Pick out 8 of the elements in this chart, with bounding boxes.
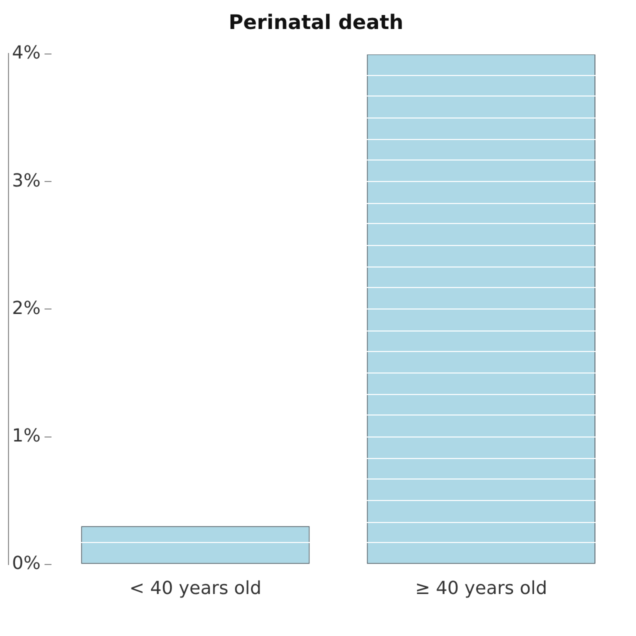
x-tick-label: < 40 years old <box>129 578 262 599</box>
chart-title: Perinatal death <box>228 10 404 34</box>
y-tick-label: 0% <box>12 553 41 574</box>
y-tick-label: 1% <box>12 425 41 446</box>
y-tick-label: 2% <box>12 298 41 319</box>
y-tick-label: 3% <box>12 170 41 192</box>
x-tick-label: ≥ 40 years old <box>415 578 548 599</box>
y-tick-label: 4% <box>12 42 41 64</box>
